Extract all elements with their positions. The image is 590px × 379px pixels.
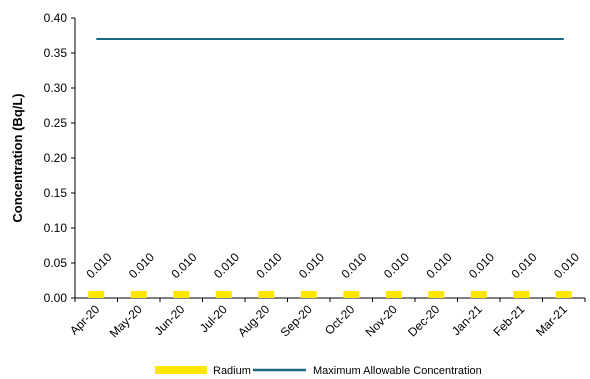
legend-label-radium: Radium — [213, 365, 251, 377]
x-tick-label: Feb-21 — [491, 302, 528, 339]
bar-radium — [343, 291, 360, 298]
x-tick-label: Sep-20 — [278, 302, 315, 339]
y-tick-label: 0.10 — [44, 221, 68, 235]
data-label-radium: 0.010 — [381, 250, 412, 281]
bar-radium — [385, 291, 402, 298]
data-label-radium: 0.010 — [126, 250, 157, 281]
x-tick-label: Apr-20 — [67, 302, 103, 338]
legend: Radium Maximum Allowable Concentration — [155, 365, 482, 377]
bar-radium — [258, 291, 275, 298]
y-tick-label: 0.15 — [44, 186, 68, 200]
data-label-radium: 0.010 — [338, 250, 369, 281]
plot-area: 0.00 0.05 0.10 0.15 0.20 0.25 0.30 0.35 0.40 0.01… — [44, 11, 586, 340]
data-label-radium: 0.010 — [296, 250, 327, 281]
x-tick-label: Aug-20 — [235, 302, 272, 339]
data-label-radium: 0.010 — [423, 250, 454, 281]
y-tick-label: 0.40 — [44, 11, 68, 25]
data-label-radium: 0.010 — [83, 250, 114, 281]
x-tick-label: Jul-20 — [197, 302, 230, 335]
legend-swatch-radium — [155, 366, 207, 374]
x-tick-label: Oct-20 — [322, 302, 358, 338]
bar-radium — [513, 291, 530, 298]
y-tick-label: 0.00 — [44, 291, 68, 305]
y-tick-label: 0.20 — [44, 151, 68, 165]
data-label-radium: 0.010 — [211, 250, 242, 281]
data-label-radium: 0.010 — [253, 250, 284, 281]
y-tick-label: 0.05 — [44, 256, 68, 270]
bar-radium — [428, 291, 445, 298]
x-tick-label: Mar-21 — [533, 302, 570, 339]
bar-radium — [215, 291, 232, 298]
x-tick-label: Jan-21 — [449, 302, 485, 338]
x-tick-label: Nov-20 — [363, 302, 400, 339]
legend-label-max-allowable: Maximum Allowable Concentration — [313, 365, 482, 377]
data-label-radium: 0.010 — [466, 250, 497, 281]
bar-radium — [88, 291, 105, 298]
data-label-radium: 0.010 — [168, 250, 199, 281]
bar-radium — [300, 291, 317, 298]
y-tick-label: 0.30 — [44, 81, 68, 95]
data-label-radium: 0.010 — [551, 250, 582, 281]
x-tick-label: May-20 — [107, 302, 145, 340]
bar-radium — [555, 291, 572, 298]
data-label-radium: 0.010 — [508, 250, 539, 281]
y-tick-label: 0.25 — [44, 116, 68, 130]
y-tick-label: 0.35 — [44, 46, 68, 60]
bar-radium — [173, 291, 190, 298]
bar-radium — [130, 291, 147, 298]
x-tick-label: Dec-20 — [405, 302, 442, 339]
bar-radium — [470, 291, 487, 298]
y-axis-title: Concentration (Bq/L) — [10, 93, 25, 222]
x-tick-label: Jun-20 — [152, 302, 188, 338]
